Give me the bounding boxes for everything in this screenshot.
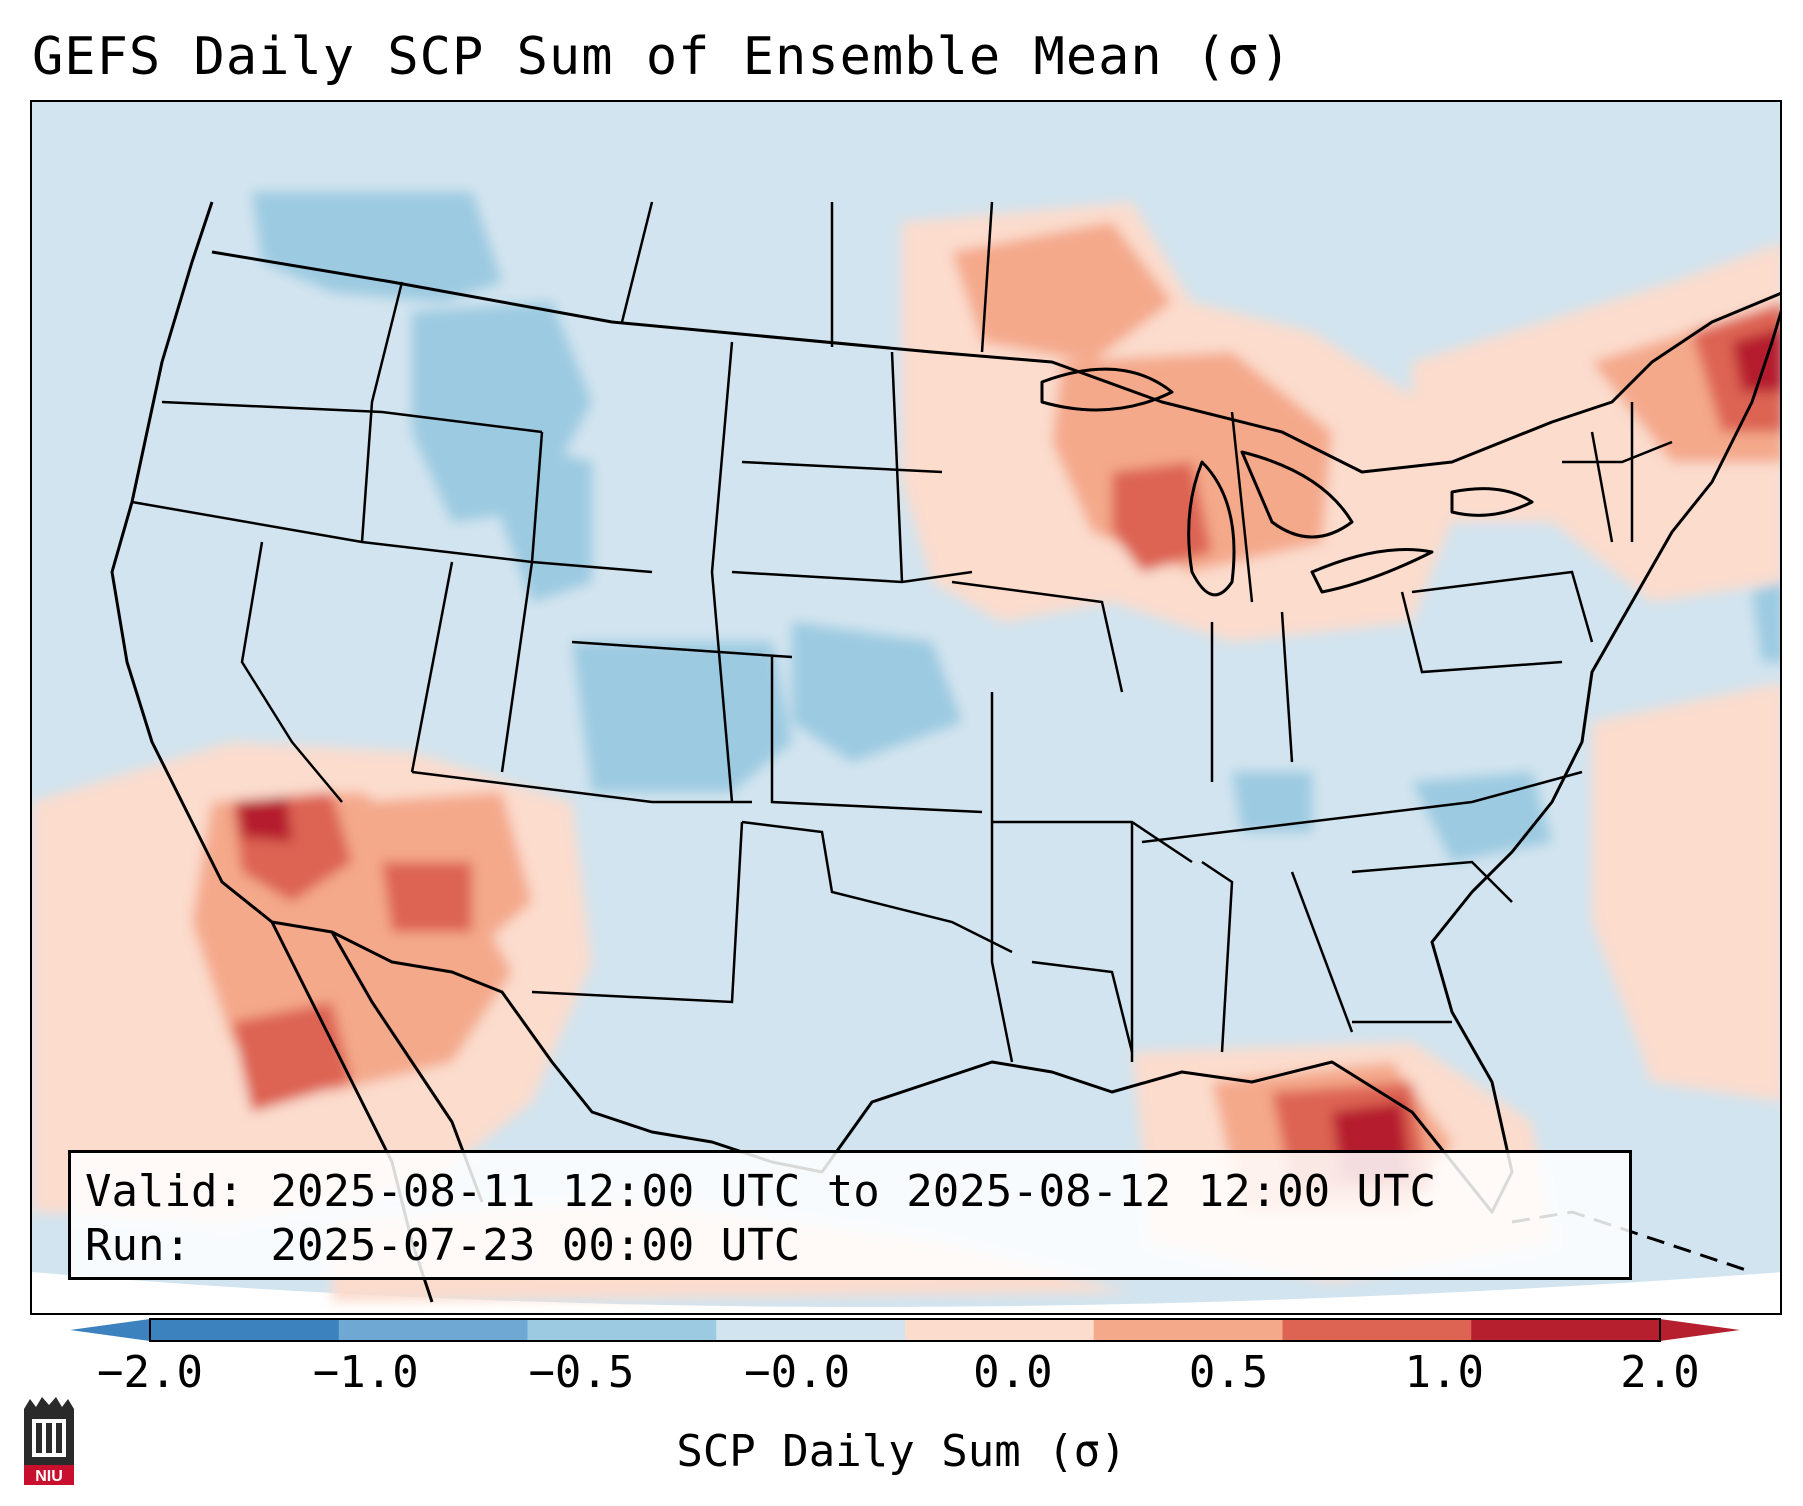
niu-logo: NIU	[24, 1397, 74, 1485]
colorbar-tick-label: −1.0	[312, 1347, 419, 1398]
colorbar-segments	[150, 1319, 1661, 1341]
valid-run-box: Valid: 2025-08-11 12:00 UTC to 2025-08-1…	[68, 1150, 1632, 1280]
colorbar-segment	[716, 1319, 906, 1341]
colorbar-tick-label: −0.5	[528, 1347, 635, 1398]
colorbar-tick-label: −0.0	[744, 1347, 851, 1398]
colorbar-label: SCP Daily Sum (σ)	[676, 1426, 1127, 1477]
colorbar-tick-label: 2.0	[1620, 1347, 1700, 1398]
neg-colorado	[572, 642, 792, 792]
colorbar-tick-label: 0.0	[973, 1347, 1053, 1398]
neg-kansas	[792, 622, 962, 762]
colorbar-tick-label: 0.5	[1188, 1347, 1269, 1398]
colorbar-segment	[527, 1319, 717, 1341]
neg-bc	[252, 192, 502, 302]
pos-light-atlantic	[1592, 682, 1780, 1102]
state-borders	[131, 201, 1673, 1063]
colorbar-tick-label: −2.0	[97, 1347, 203, 1398]
colorbar-segment	[1282, 1319, 1472, 1341]
pos-strong-baja	[232, 1002, 352, 1112]
colorbar-outline	[149, 1318, 1661, 1342]
neg-atlantic	[1752, 583, 1780, 662]
pos-strong-az	[382, 862, 472, 932]
colorbar-segment	[1093, 1319, 1283, 1341]
pos-max-ne	[1732, 328, 1780, 392]
colorbar-segment	[1471, 1319, 1661, 1341]
run-label: Run:	[85, 1220, 191, 1271]
map-area	[30, 100, 1782, 1315]
logo-text: NIU	[35, 1468, 63, 1485]
valid-label: Valid:	[85, 1166, 244, 1217]
neg-ky	[1232, 772, 1312, 832]
domain-edge	[32, 1272, 1780, 1313]
pos-max-socal	[237, 797, 292, 842]
map-svg	[32, 102, 1780, 1313]
chart-title: GEFS Daily SCP Sum of Ensemble Mean (σ)	[32, 27, 1292, 87]
pos-med-ontario	[952, 222, 1172, 362]
neg-nc	[1412, 772, 1552, 862]
run-value: 2025-07-23 00:00 UTC	[270, 1220, 801, 1271]
pos-strong-wisconsin	[1112, 462, 1212, 572]
colorbar	[70, 1318, 1740, 1342]
colorbar-segment	[150, 1319, 340, 1341]
colorbar-segment	[905, 1319, 1095, 1341]
colorbar-over-arrow	[1660, 1319, 1740, 1341]
colorbar-tick-label: 1.0	[1404, 1347, 1485, 1398]
colorbar-segment	[338, 1319, 528, 1341]
colorbar-under-arrow	[70, 1319, 150, 1341]
colorbar-ticks: −2.0 −1.0 −0.5 −0.0 0.0 0.5 1.0 2.0	[0, 1345, 1803, 1405]
valid-value: 2025-08-11 12:00 UTC to 2025-08-12 12:00…	[270, 1166, 1437, 1217]
